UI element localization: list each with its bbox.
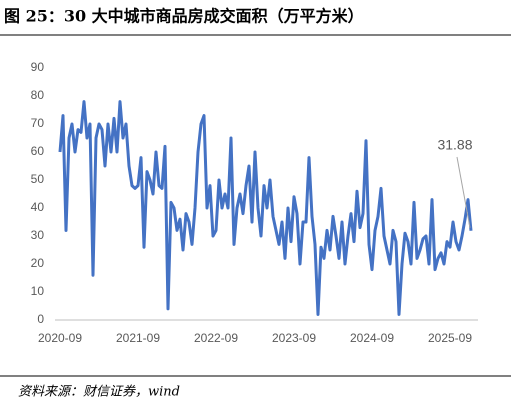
y-tick-label: 50 <box>31 172 45 186</box>
y-tick-label: 10 <box>31 284 45 298</box>
y-tick-label: 60 <box>31 144 45 158</box>
x-tick-label: 2021-09 <box>116 331 160 345</box>
x-tick-label: 2023-09 <box>272 331 316 345</box>
annotation-arrow <box>456 156 471 228</box>
x-tick-label: 2022-09 <box>194 331 238 345</box>
y-tick-label: 70 <box>31 116 45 130</box>
source: 资料来源：财信证券，wind <box>18 385 180 400</box>
chart-title: 图 25：30 大中城市商品房成交面积（万平方米） <box>4 7 364 26</box>
y-tick-label: 90 <box>31 60 45 74</box>
value-label: 31.88 <box>437 137 472 153</box>
series-line <box>58 100 473 316</box>
y-tick-label: 0 <box>37 312 44 326</box>
x-tick-label: 2020-09 <box>38 331 82 345</box>
y-tick-label: 40 <box>31 200 45 214</box>
y-tick-label: 80 <box>31 88 45 102</box>
y-tick-label: 20 <box>31 256 45 270</box>
x-tick-label: 2024-09 <box>350 331 394 345</box>
x-tick-label: 2025-09 <box>428 331 472 345</box>
y-tick-label: 30 <box>31 228 45 242</box>
